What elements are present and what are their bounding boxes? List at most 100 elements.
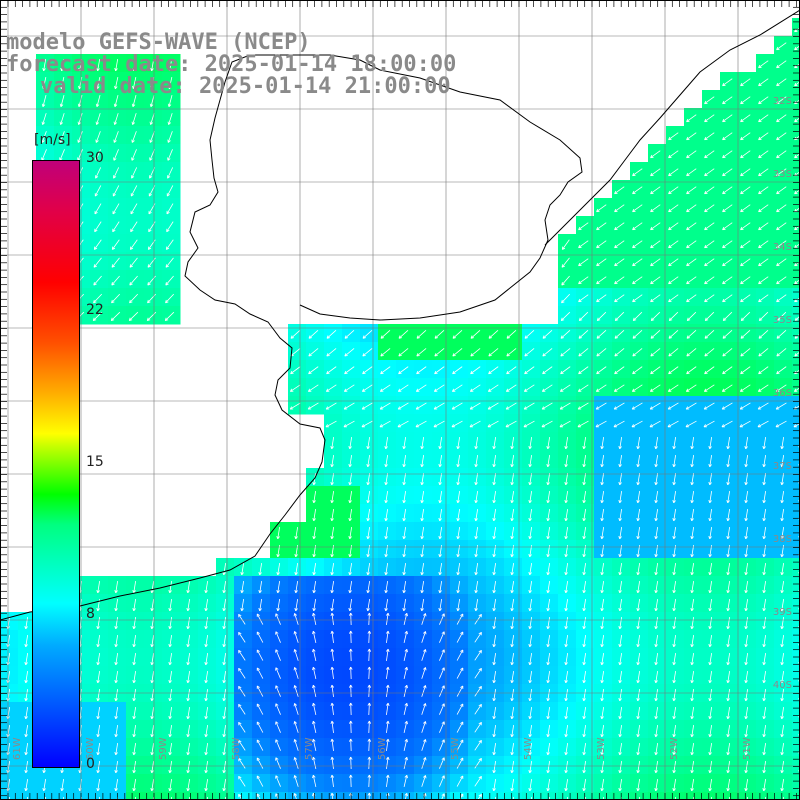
wind-arrow: [150, 95, 155, 107]
wind-arrow-head: [441, 775, 445, 778]
wind-arrow: [704, 276, 715, 285]
wind-arrow-head: [294, 739, 298, 742]
wind-arrow: [256, 703, 264, 715]
wind-arrow-head: [672, 769, 675, 774]
wind-arrow: [79, 58, 83, 71]
wind-arrow-head: [582, 499, 585, 504]
wind-arrow: [331, 472, 335, 485]
wind-arrow-head: [546, 481, 549, 486]
wind-arrow-head: [510, 499, 513, 504]
wind-arrow-head: [24, 661, 27, 666]
wind-arrow-head: [95, 158, 99, 161]
wind-arrow-head: [113, 158, 117, 161]
wind-arrow: [637, 472, 641, 485]
wind-arrow-head: [168, 697, 171, 702]
wind-arrow-head: [583, 518, 586, 522]
wind-arrow-head: [794, 244, 797, 248]
wind-arrow-head: [257, 685, 260, 688]
wind-arrow-head: [726, 517, 729, 522]
wind-arrow-head: [366, 517, 369, 522]
wind-arrow: [277, 598, 281, 611]
wind-arrow-head: [565, 788, 568, 792]
wind-arrow: [277, 580, 281, 593]
wind-arrow-head: [441, 631, 445, 634]
wind-arrow-head: [578, 226, 581, 230]
wind-arrow: [619, 562, 623, 575]
wind-arrow-head: [775, 406, 779, 410]
wind-arrow: [133, 742, 137, 755]
wind-arrow: [97, 58, 101, 71]
wind-arrow: [456, 667, 464, 679]
wind-arrow: [619, 598, 623, 611]
wind-arrow-head: [704, 118, 707, 122]
wind-arrow-head: [115, 734, 118, 738]
wind-arrow-head: [793, 424, 796, 428]
wind-arrow-head: [475, 446, 478, 450]
wind-arrow-head: [130, 212, 134, 215]
wind-arrow-head: [510, 553, 513, 558]
wind-arrow: [79, 580, 83, 593]
wind-arrow: [493, 598, 497, 611]
wind-arrow-head: [404, 702, 408, 706]
wind-arrow-head: [441, 757, 445, 760]
wind-arrow-head: [673, 788, 676, 792]
wind-arrow: [776, 150, 787, 159]
wind-arrow-head: [150, 715, 153, 720]
wind-arrow-head: [636, 787, 639, 792]
wind-arrow-head: [560, 335, 563, 339]
wind-arrow: [403, 613, 408, 625]
wind-arrow: [673, 454, 677, 467]
wind-arrow-head: [114, 67, 117, 72]
wind-arrow: [433, 402, 445, 410]
wind-arrow-head: [114, 715, 117, 720]
wind-arrow: [457, 598, 461, 611]
wind-arrow-head: [379, 424, 382, 428]
wind-arrow-head: [492, 499, 495, 504]
wind-arrow-head: [740, 118, 743, 122]
wind-arrow: [205, 778, 209, 791]
wind-arrow-head: [708, 679, 711, 684]
wind-arrow-head: [668, 317, 671, 321]
wind-arrow-head: [348, 445, 351, 450]
wind-arrow-head: [165, 299, 167, 303]
wind-arrow: [727, 526, 731, 539]
wind-arrow: [223, 742, 227, 755]
wind-arrow: [256, 721, 264, 733]
wind-arrow: [673, 706, 677, 719]
wind-arrow: [583, 562, 587, 575]
wind-arrow-head: [655, 608, 658, 612]
wind-arrow: [781, 472, 785, 485]
wind-arrow-head: [758, 262, 761, 266]
wind-arrow-head: [547, 788, 550, 792]
wind-arrow: [470, 366, 481, 375]
wind-arrow-head: [425, 703, 427, 707]
wind-arrow-head: [690, 733, 693, 738]
wind-arrow-head: [493, 716, 496, 720]
wind-arrow-head: [650, 262, 653, 266]
wind-arrow-head: [312, 721, 314, 725]
wind-arrow-head: [529, 608, 532, 612]
wind-arrow-head: [478, 793, 482, 797]
wind-arrow-head: [478, 757, 482, 761]
wind-arrow-head: [564, 535, 567, 540]
wind-arrow: [758, 330, 769, 339]
wind-arrow: [763, 706, 767, 719]
wind-arrow: [524, 384, 535, 392]
wind-arrow-head: [600, 499, 603, 504]
wind-arrow-head: [438, 571, 441, 576]
wind-arrow-head: [690, 445, 693, 450]
wind-arrow-head: [403, 482, 406, 486]
wind-arrow-head: [456, 445, 459, 450]
wind-arrow-head: [614, 226, 617, 230]
wind-arrow: [506, 366, 517, 375]
wind-arrow: [565, 598, 569, 611]
wind-arrow-head: [186, 589, 189, 594]
wind-arrow-head: [654, 589, 657, 594]
wind-arrow-head: [740, 154, 743, 158]
wind-arrow-head: [619, 698, 622, 702]
wind-arrow-head: [369, 720, 372, 724]
wind-arrow-head: [41, 103, 44, 107]
wind-arrow: [637, 490, 641, 503]
wind-arrow: [386, 649, 389, 662]
wind-arrow-head: [780, 625, 783, 630]
